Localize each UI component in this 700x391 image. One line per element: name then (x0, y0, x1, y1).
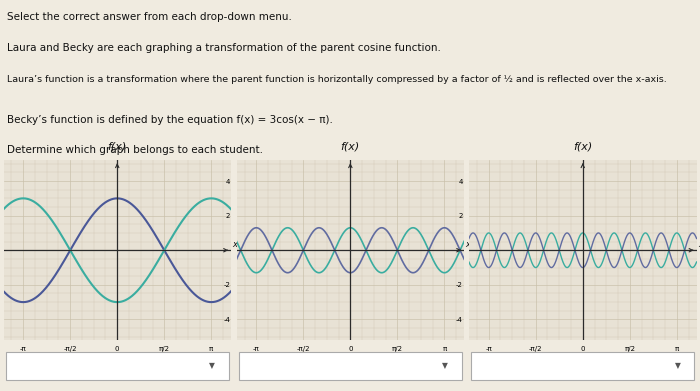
Text: Laura’s function is a transformation where the parent function is horizontally c: Laura’s function is a transformation whe… (7, 75, 666, 84)
Text: Determine which graph belongs to each student.: Determine which graph belongs to each st… (7, 145, 263, 154)
Text: Select the correct answer from each drop-down menu.: Select the correct answer from each drop… (7, 12, 292, 22)
Text: x: x (466, 240, 470, 249)
FancyBboxPatch shape (471, 352, 694, 380)
FancyBboxPatch shape (6, 352, 229, 380)
Text: x: x (232, 240, 237, 249)
Text: ▼: ▼ (675, 361, 680, 370)
Text: f(x): f(x) (573, 141, 592, 151)
FancyBboxPatch shape (239, 352, 462, 380)
Text: ▼: ▼ (442, 361, 448, 370)
Text: Becky’s function is defined by the equation f(x) = 3cos(x − π).: Becky’s function is defined by the equat… (7, 115, 333, 125)
Text: Laura and Becky are each graphing a transformation of the parent cosine function: Laura and Becky are each graphing a tran… (7, 43, 441, 54)
Text: ▼: ▼ (209, 361, 215, 370)
Text: x: x (698, 240, 700, 249)
Text: f(x): f(x) (108, 141, 127, 151)
Text: f(x): f(x) (341, 141, 360, 151)
